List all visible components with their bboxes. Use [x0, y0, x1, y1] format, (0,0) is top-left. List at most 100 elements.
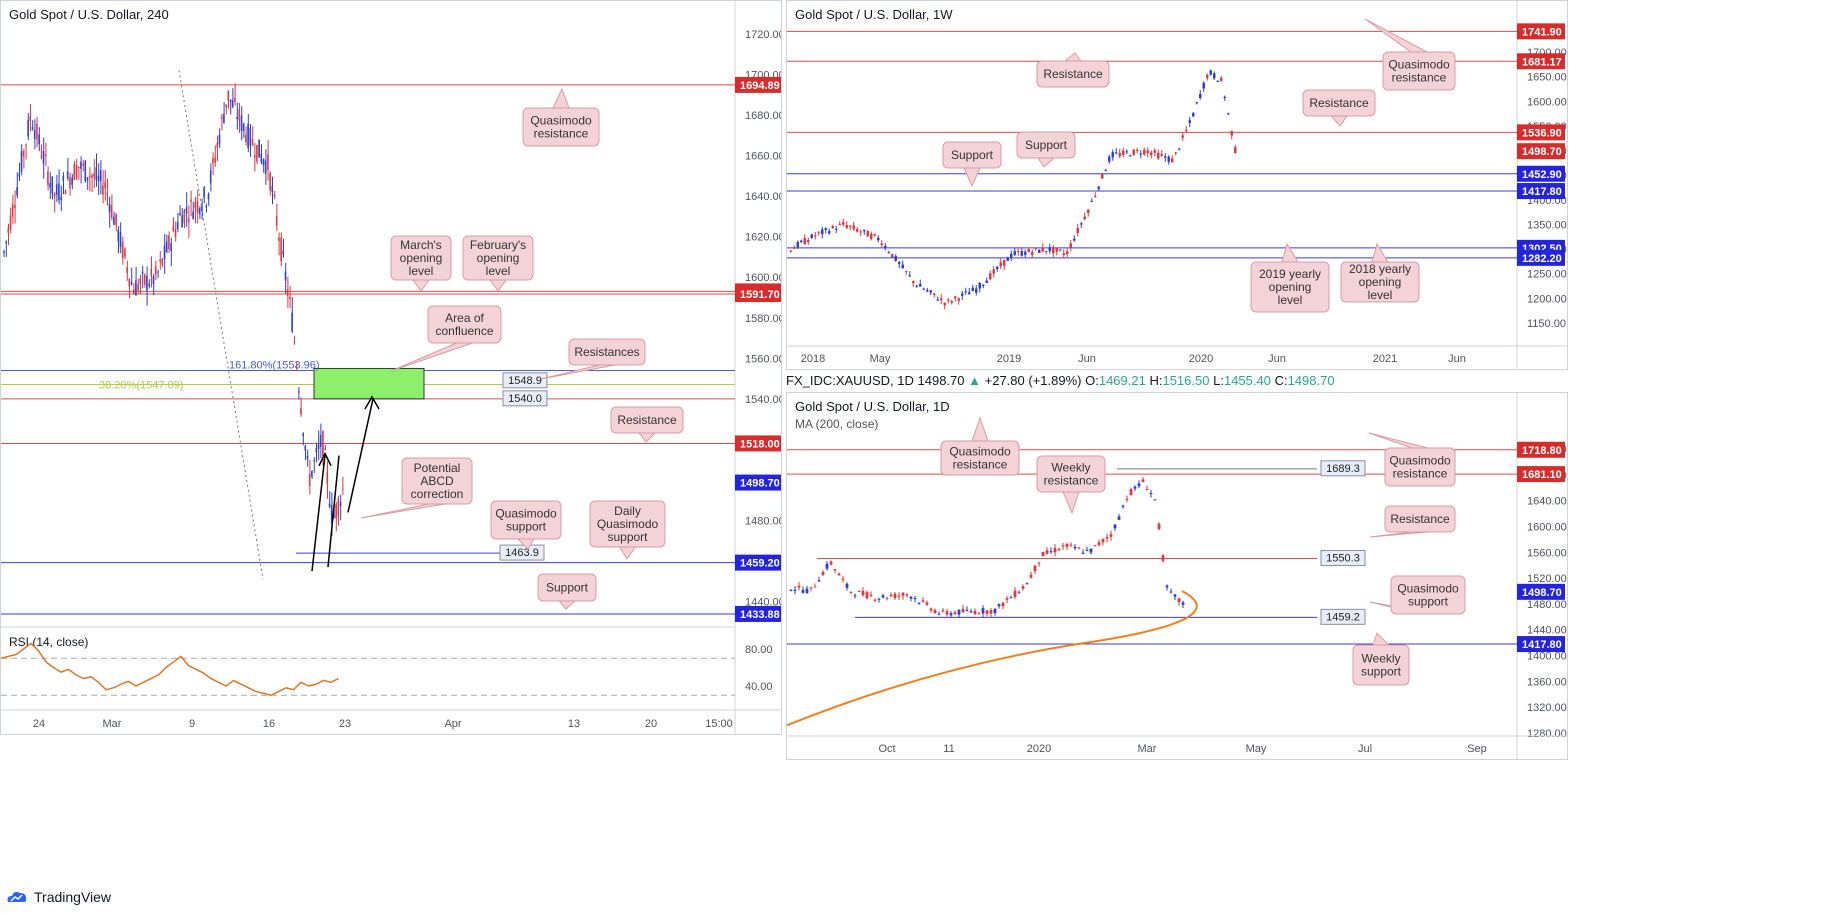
tradingview-logo[interactable]: TradingView	[6, 889, 111, 905]
candle-1d	[1001, 602, 1005, 607]
candle-4h	[91, 175, 93, 178]
price-tag	[1517, 53, 1565, 70]
callout-tail	[1063, 52, 1082, 62]
candle-1w	[1024, 251, 1027, 255]
candle-1d	[893, 593, 897, 599]
candle-1w	[989, 273, 992, 280]
callout-box	[610, 406, 684, 434]
candle-1w	[936, 299, 939, 301]
candle-4h	[220, 116, 223, 119]
price-tick-label: 1250.00	[1527, 269, 1567, 281]
callout-tail	[390, 342, 473, 372]
candle-1d	[801, 589, 805, 593]
chart-panel-4h[interactable]: Gold Spot / U.S. Dollar, 240 1720.00 1700…	[0, 0, 782, 735]
price-tick-label: 1660.00	[745, 151, 781, 163]
chart-1d[interactable]: 1720.001680.001640.001600.001560.001520.…	[787, 393, 1567, 759]
candle-1d	[901, 592, 905, 596]
candle-1w	[1188, 120, 1191, 123]
candle-4h	[280, 237, 282, 262]
price-tick-label: 1560.00	[1527, 547, 1567, 559]
candle-4h	[66, 171, 69, 179]
candle-1d	[1053, 547, 1057, 553]
candle-1d	[1061, 545, 1065, 547]
candle-1w	[1048, 247, 1051, 252]
candle-4h	[88, 175, 91, 178]
candle-1w	[817, 231, 820, 233]
candle-1d	[981, 608, 985, 614]
candle-4h	[159, 259, 161, 262]
candle-1w	[908, 275, 911, 277]
candle-1d	[813, 586, 817, 588]
callout-text: level	[409, 264, 434, 278]
callout-tail	[1281, 242, 1299, 263]
candle-1d	[917, 602, 921, 604]
fib-retr-label: 38.20%(1547.09)	[99, 379, 183, 391]
candle-1d	[865, 592, 869, 599]
chart-1w[interactable]: 1700.001650.001600.001550.001500.001450.…	[787, 1, 1567, 369]
candle-1d	[1093, 545, 1097, 547]
candle-1d	[937, 613, 941, 615]
candle-1w	[985, 280, 988, 283]
callout-tail	[360, 503, 446, 519]
price-tag	[1517, 249, 1565, 266]
candle-4h	[168, 235, 170, 249]
chart-panel-1d[interactable]: Gold Spot / U.S. Dollar, 1D MA (200, clo…	[786, 392, 1568, 760]
candle-1w	[1104, 170, 1107, 172]
price-tag	[735, 76, 781, 93]
price-tick-label: 1640.00	[1527, 496, 1567, 508]
candle-1d	[833, 569, 837, 571]
candle-4h	[172, 225, 175, 231]
price-tick-label: 1560.00	[745, 353, 781, 365]
callout-text: opening	[400, 251, 443, 265]
candle-4h	[238, 109, 241, 121]
callout-text: 2019 yearly	[1259, 267, 1321, 281]
candle-1d	[837, 573, 841, 576]
callout-box	[940, 440, 1020, 476]
candle-1w	[982, 284, 985, 286]
candle-1d	[805, 588, 809, 594]
candle-1d	[845, 583, 849, 588]
price-tag-label: 1591.70	[740, 289, 780, 301]
fib-dotted-line	[178, 70, 264, 580]
callout-text: Potential	[414, 461, 461, 475]
price-tick-label: 1640.00	[745, 191, 781, 203]
candle-1d	[929, 608, 933, 611]
callout-box	[462, 235, 534, 281]
callout-text: Support	[951, 148, 994, 162]
candle-1d	[1113, 524, 1117, 529]
candle-4h	[253, 154, 256, 158]
chart-panel-1w[interactable]: Gold Spot / U.S. Dollar, 1W 1700.00 1650.…	[786, 0, 1568, 370]
candle-4h	[249, 127, 252, 146]
candle-1w	[1066, 251, 1069, 255]
candle-4h	[339, 501, 342, 507]
rsi-line	[1, 642, 339, 697]
candle-1w	[877, 237, 880, 241]
candle-4h	[5, 241, 7, 244]
candle-1w	[1031, 251, 1034, 255]
callout-text: Resistances	[574, 345, 639, 359]
candle-1w	[831, 226, 834, 229]
chart-4h[interactable]: 1720.001700.001680.001660.001640.001620.…	[1, 1, 781, 734]
price-tick-label: 1280.00	[1527, 728, 1567, 740]
date-tick-label: 23	[339, 718, 351, 730]
callout-box	[942, 141, 1002, 169]
callout-tail	[1062, 491, 1080, 515]
candle-1w	[954, 296, 957, 299]
candle-1w	[866, 230, 869, 237]
callout-box	[1352, 644, 1410, 686]
candle-4h	[64, 190, 67, 194]
candle-4h	[275, 216, 278, 226]
candle-4h	[27, 120, 29, 137]
candle-1d	[953, 612, 957, 615]
candle-1d	[873, 599, 877, 601]
price-tag	[1517, 124, 1565, 141]
level-tag	[1320, 550, 1366, 567]
price-tick-label: 1580.00	[745, 313, 781, 325]
callout-tail	[963, 167, 981, 188]
candle-4h	[282, 250, 285, 255]
candle-4h	[11, 203, 14, 217]
candle-1w	[1020, 251, 1023, 256]
candle-1w	[814, 235, 817, 237]
candle-4h	[16, 187, 18, 196]
callout-tail	[1329, 115, 1348, 127]
